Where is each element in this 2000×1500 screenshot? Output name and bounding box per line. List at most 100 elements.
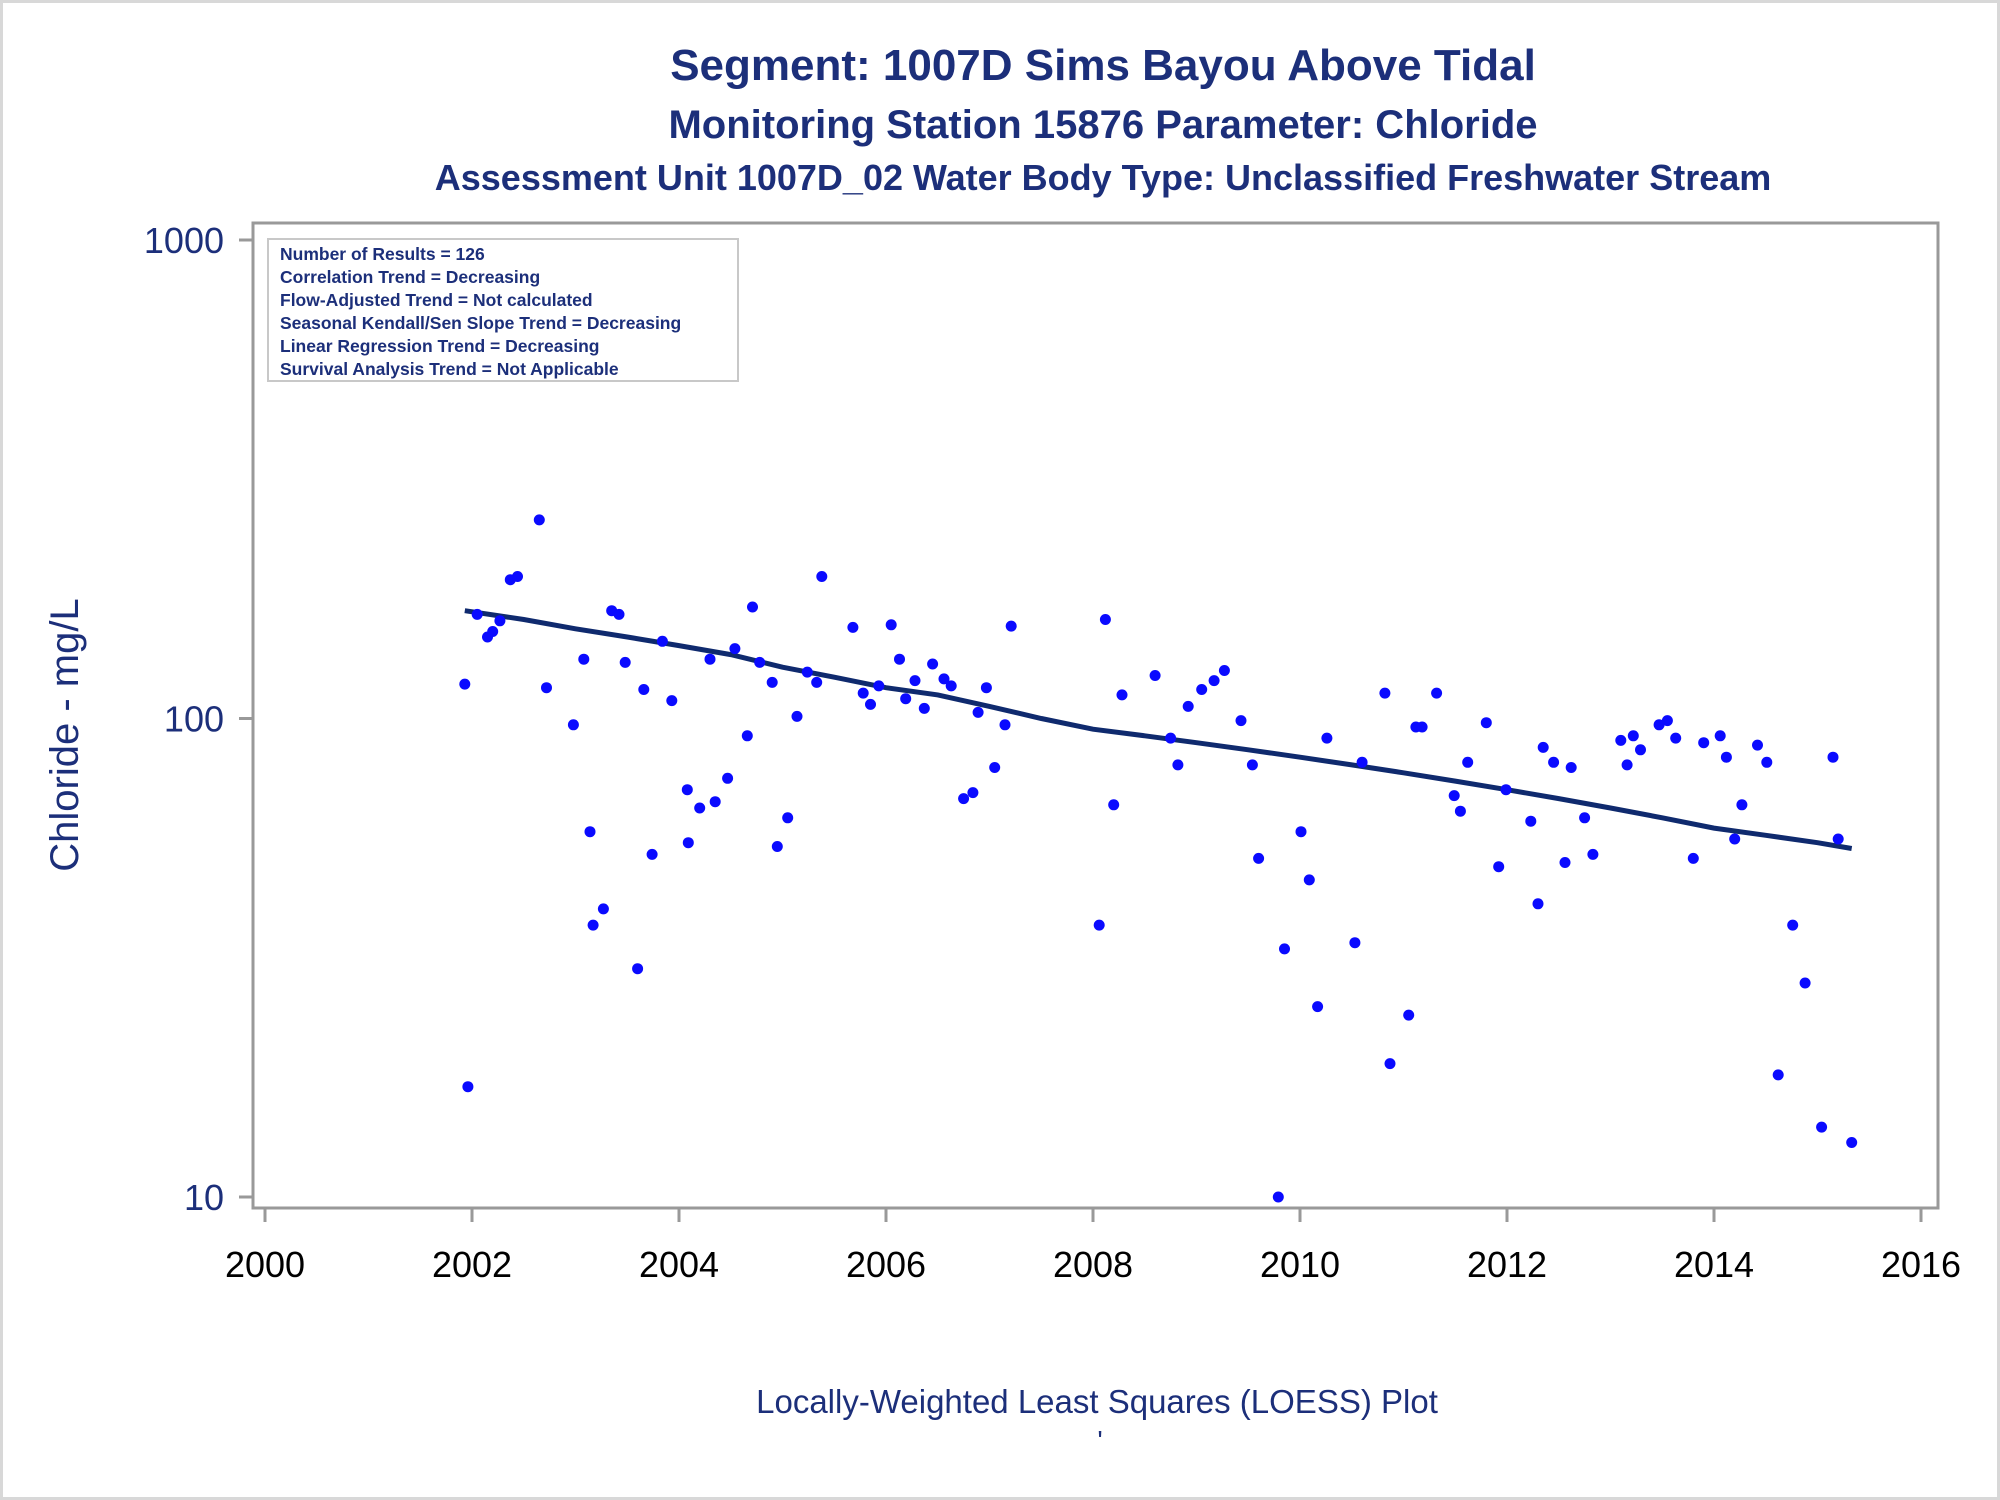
data-point [1149,670,1161,681]
x-tick-label: 2012 [1467,1244,1547,1285]
x-tick-label: 2002 [432,1244,512,1285]
data-point [1454,805,1466,817]
data-point [1698,737,1710,749]
data-point [958,793,970,805]
stats-line-flow-adjusted: Flow-Adjusted Trend = Not calculated [280,290,593,310]
data-point [682,837,694,849]
data-point [1321,732,1333,744]
data-point [782,812,794,824]
data-point [1579,812,1591,824]
data-point [857,687,869,699]
data-point [894,653,905,665]
stats-line-results: Number of Results = 126 [280,244,485,264]
data-point [938,673,950,685]
stats-line-survival-analysis: Survival Analysis Trend = Not Applicable [280,359,619,379]
data-point [1532,898,1544,910]
data-point [709,796,721,808]
data-point [1720,751,1732,763]
data-point [1736,799,1748,811]
data-point [1653,719,1665,731]
data-point [1108,799,1120,811]
data-point [741,730,753,742]
footnote-mark: ' [1097,1425,1102,1456]
stats-line-seasonal-kendall: Seasonal Kendall/Sen Slope Trend = Decre… [280,313,681,333]
data-point [847,621,859,633]
data-point [1295,826,1307,838]
data-point [791,710,803,722]
data-point [999,719,1011,731]
data-point [1565,762,1577,773]
data-point [1799,977,1811,989]
data-point [1500,784,1512,796]
data-point [873,680,885,692]
data-point [1279,943,1290,955]
data-point [1272,1191,1284,1203]
data-point [646,848,658,860]
data-point [1752,739,1763,751]
data-point [512,571,523,582]
data-point [900,693,912,705]
stats-line-linear-regression: Linear Regression Trend = Decreasing [280,336,600,356]
data-point [1235,715,1247,727]
data-point [1253,852,1265,864]
data-point [1480,717,1492,729]
data-point [597,903,609,915]
data-point [584,826,596,838]
stats-line-correlation: Correlation Trend = Decreasing [280,267,540,287]
data-point [747,601,758,613]
stats-box-border [267,238,739,382]
data-point [771,841,783,852]
data-point [487,626,499,637]
data-point [1761,756,1773,768]
data-point [945,680,957,692]
data-point [989,762,1001,773]
data-point [1208,675,1220,687]
data-point [1416,721,1428,733]
data-point [1246,759,1258,771]
data-point [1493,861,1505,873]
data-point [754,656,766,668]
data-point [1312,1001,1324,1013]
data-point [533,514,545,526]
data-point [494,615,506,627]
y-tick-label: 100 [164,699,224,740]
data-point [1729,833,1741,845]
data-point [1172,759,1184,771]
data-point [885,619,897,631]
data-point [1772,1069,1784,1081]
data-point [632,963,644,975]
y-tick-label: 1000 [144,220,224,261]
data-point [816,571,828,582]
data-point [1093,919,1105,931]
axis-ticks: 2000 2002 2004 2006 2008 2010 2012 2014 2016 10 10… [144,220,1961,1285]
x-tick-label: 2000 [225,1244,305,1285]
data-point [1349,937,1361,949]
data-point [1615,734,1627,746]
data-point [1218,665,1230,676]
chart-title-line1: Segment: 1007D Sims Bayou Above Tidal [670,41,1536,90]
data-point [666,695,678,707]
data-point [1548,756,1560,768]
data-point [1525,815,1537,827]
data-point [681,784,693,796]
data-point [1099,614,1111,625]
data-point [1661,715,1673,727]
data-point [766,676,778,688]
data-point [587,919,599,931]
data-point [1787,919,1799,931]
plot-area [251,221,1940,1210]
y-axis-label: Chloride - mg/L [43,598,87,871]
data-point [1537,741,1549,753]
data-point [694,802,706,814]
y-tick-label: 10 [184,1177,224,1218]
data-point [1379,687,1391,699]
data-point [1431,687,1443,699]
data-point [541,682,552,694]
data-point [1356,756,1368,768]
data-point [967,787,979,799]
data-point [1165,732,1177,744]
data-point [801,666,813,678]
data-point [1384,1058,1396,1070]
data-point [918,702,930,714]
data-point [613,608,625,620]
